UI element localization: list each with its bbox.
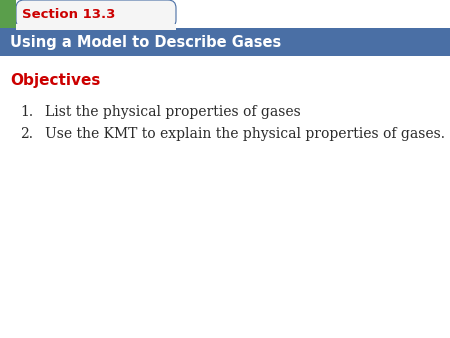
Text: Objectives: Objectives	[10, 72, 100, 88]
FancyBboxPatch shape	[16, 0, 176, 28]
Text: 2.: 2.	[20, 127, 33, 141]
Text: Section 13.3: Section 13.3	[22, 7, 115, 21]
Text: List the physical properties of gases: List the physical properties of gases	[45, 105, 301, 119]
Text: 1.: 1.	[20, 105, 33, 119]
Text: Use the KMT to explain the physical properties of gases.: Use the KMT to explain the physical prop…	[45, 127, 445, 141]
Bar	[16, 24, 176, 30]
Bar	[0, 0, 16, 28]
Text: Using a Model to Describe Gases: Using a Model to Describe Gases	[10, 35, 281, 50]
Bar	[0, 28, 450, 56]
